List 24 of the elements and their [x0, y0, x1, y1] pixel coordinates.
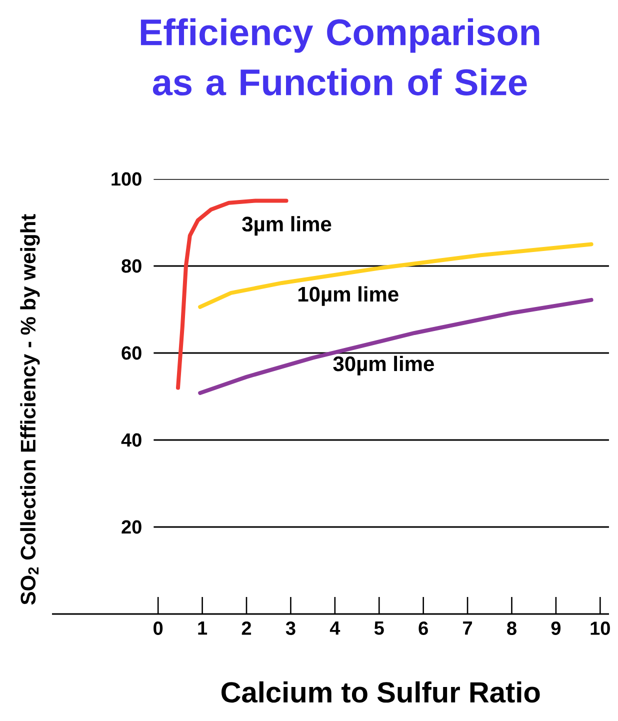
- y-tick-label: 100: [112, 172, 142, 186]
- x-tick-label: 3: [286, 622, 296, 636]
- x-tick-label: 0: [154, 622, 163, 635]
- chart-title: Efficiency Comparison as a Function of Size: [140, 18, 540, 96]
- x-tick-label: 2: [242, 622, 252, 635]
- y-axis-title: SO$_{2}$ Collection Efficiency - % by weight: [20, 214, 40, 605]
- x-tick-label: 5: [374, 622, 384, 635]
- y-tick-label: 20: [122, 520, 142, 534]
- x-axis-title: Calcium to Sulfur Ratio: [222, 681, 540, 703]
- series-label: 30µm lime: [333, 356, 434, 376]
- x-tick-label: 7: [463, 622, 472, 635]
- y-tick-label: 80: [122, 259, 142, 273]
- x-tick-label: 4: [330, 622, 340, 635]
- series-label: 3µm lime: [242, 216, 332, 236]
- line-series: [176, 198, 288, 390]
- x-tick-label: 10: [590, 622, 610, 635]
- line-series: [198, 242, 594, 309]
- series-label: 10µm lime: [298, 286, 398, 306]
- x-tick-label: 8: [507, 622, 516, 635]
- y-tick-label: 60: [122, 346, 142, 360]
- x-tick-label: 1: [198, 622, 208, 635]
- x-tick-label: 9: [551, 622, 561, 635]
- x-tick-label: 6: [418, 622, 428, 635]
- y-tick-label: 40: [121, 433, 142, 447]
